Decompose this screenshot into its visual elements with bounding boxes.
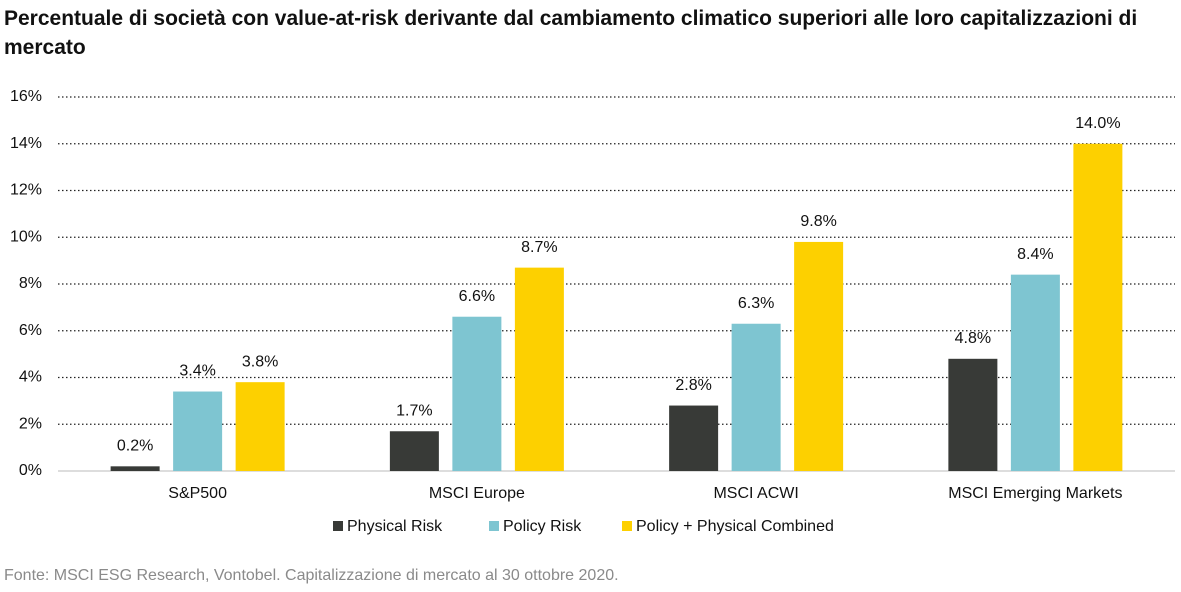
x-tick-label: MSCI Europe: [429, 485, 525, 502]
bar: [1073, 143, 1123, 471]
data-label: 14.0%: [1075, 115, 1120, 132]
legend-swatch: [333, 521, 343, 531]
bar: [948, 358, 998, 471]
bar: [514, 267, 564, 471]
source-note: Fonte: MSCI ESG Research, Vontobel. Capi…: [4, 567, 619, 584]
bar: [110, 466, 160, 471]
data-label: 8.4%: [1017, 246, 1053, 263]
data-label: 8.7%: [521, 239, 557, 256]
x-tick-label: S&P500: [168, 485, 227, 502]
bar: [794, 241, 844, 471]
legend-label: Physical Risk: [347, 518, 443, 535]
bar: [389, 431, 439, 471]
y-tick-label: 16%: [10, 88, 42, 105]
data-label: 1.7%: [396, 402, 432, 419]
data-label: 3.8%: [242, 353, 278, 370]
x-tick-label: MSCI ACWI: [713, 485, 798, 502]
bar: [173, 391, 223, 471]
legend-label: Policy + Physical Combined: [636, 518, 834, 535]
y-tick-label: 6%: [19, 322, 42, 339]
data-label: 6.3%: [738, 295, 774, 312]
data-label: 6.6%: [459, 288, 495, 305]
y-tick-label: 0%: [19, 462, 42, 479]
data-label: 4.8%: [955, 330, 991, 347]
data-label: 0.2%: [117, 438, 153, 455]
x-tick-label: MSCI Emerging Markets: [948, 485, 1122, 502]
bar: [731, 323, 781, 471]
bar: [235, 382, 285, 471]
y-tick-label: 8%: [19, 275, 42, 292]
legend-swatch: [622, 521, 632, 531]
y-tick-label: 12%: [10, 182, 42, 199]
data-label: 9.8%: [800, 213, 836, 230]
bar: [669, 405, 719, 471]
y-tick-label: 14%: [10, 135, 42, 152]
bar: [1010, 274, 1060, 471]
y-tick-label: 10%: [10, 228, 42, 245]
y-tick-label: 4%: [19, 369, 42, 386]
y-tick-label: 2%: [19, 415, 42, 432]
data-label: 3.4%: [179, 363, 215, 380]
data-label: 2.8%: [675, 377, 711, 394]
legend-swatch: [489, 521, 499, 531]
chart-title: Percentuale di società con value-at-risk…: [4, 7, 1138, 59]
legend-label: Policy Risk: [503, 518, 582, 535]
bar: [452, 316, 502, 471]
